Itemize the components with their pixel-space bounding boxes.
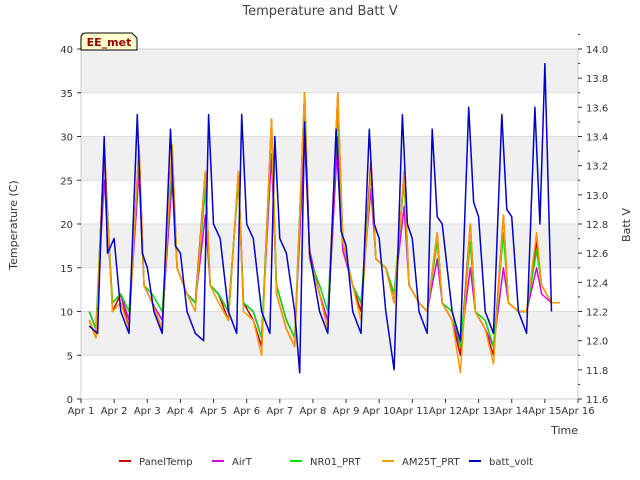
grid-band [81, 136, 578, 181]
x-tick-label: Apr 11 [396, 406, 429, 417]
y2-tick-label: 14.0 [586, 45, 608, 56]
y-tick-label: 20 [60, 220, 73, 231]
y2-tick-label: 12.2 [586, 308, 608, 319]
y2-tick-label: 13.4 [586, 133, 608, 144]
y-tick-label: 0 [67, 395, 73, 406]
y2-tick-label: 12.8 [586, 220, 608, 231]
y2-tick-label: 13.0 [586, 191, 608, 202]
y-tick-label: 5 [67, 351, 73, 362]
axes: Apr 1 Apr 2 Apr 3 Apr 4 Apr 5 Apr 6 Apr 7 Apr 8… [60, 33, 608, 417]
x-tick-label: Apr 4 [167, 406, 194, 417]
y2-tick-label: 13.8 [586, 74, 608, 85]
y-tick-label: 40 [60, 45, 73, 56]
x-tick-label: Apr 5 [200, 406, 227, 417]
grid-band [81, 49, 578, 93]
x-tick-label: Apr 9 [333, 406, 360, 417]
x-tick-label: Apr 14 [495, 406, 528, 417]
legend-label-PanelTemp: PanelTemp [139, 457, 193, 468]
x-tick-label: Apr 2 [101, 406, 128, 417]
site-label-box: EE_met [80, 32, 138, 51]
site-label: EE_met [87, 36, 132, 49]
x-tick-label: Apr 6 [233, 406, 260, 417]
x-tick-label: Apr 10 [363, 406, 396, 417]
y2-tick-label: 12.4 [586, 278, 608, 289]
chart-title: Temperature and Batt V [241, 4, 397, 19]
y-tick-label: 25 [60, 176, 73, 187]
y2-tick-label: 13.6 [586, 103, 608, 114]
x-axis-label: Time [550, 424, 578, 437]
y-tick-label: 10 [60, 308, 73, 319]
legend-label-AirT: AirT [232, 457, 253, 468]
y2-tick-label: 13.2 [586, 162, 608, 173]
x-tick-label: Apr 7 [266, 406, 293, 417]
x-tick-label: Apr 1 [68, 406, 95, 417]
y-tick-label: 30 [60, 133, 73, 144]
x-tick-label: Apr 16 [561, 406, 594, 417]
legend-label-NR01_PRT: NR01_PRT [310, 457, 361, 468]
x-tick-label: Apr 3 [134, 406, 161, 417]
y2-tick-label: 11.6 [586, 395, 608, 406]
y-tick-label: 35 [60, 89, 73, 100]
y-tick-label: 15 [60, 264, 73, 275]
y2-tick-label: 12.6 [586, 249, 608, 260]
x-tick-label: Apr 8 [300, 406, 327, 417]
plot-area [88, 62, 560, 374]
y2-axis-label: Batt V [620, 208, 633, 242]
series-line-AM25T_PRT [88, 92, 560, 374]
y-axis-label: Temperature (C) [7, 180, 20, 270]
x-tick-label: Apr 15 [528, 406, 561, 417]
legend: PanelTemp AirT NR01_PRT AM25T_PRT batt_volt [119, 457, 533, 468]
grid-band [81, 224, 578, 268]
grid-band [81, 311, 578, 356]
x-tick-label: Apr 13 [462, 406, 495, 417]
y2-tick-label: 11.8 [586, 366, 608, 377]
legend-label-AM25T_PRT: AM25T_PRT [402, 457, 461, 468]
series-line-batt_volt [88, 62, 553, 374]
y2-tick-label: 12.0 [586, 337, 608, 348]
legend-label-batt_volt: batt_volt [489, 457, 533, 468]
x-tick-label: Apr 12 [429, 406, 462, 417]
